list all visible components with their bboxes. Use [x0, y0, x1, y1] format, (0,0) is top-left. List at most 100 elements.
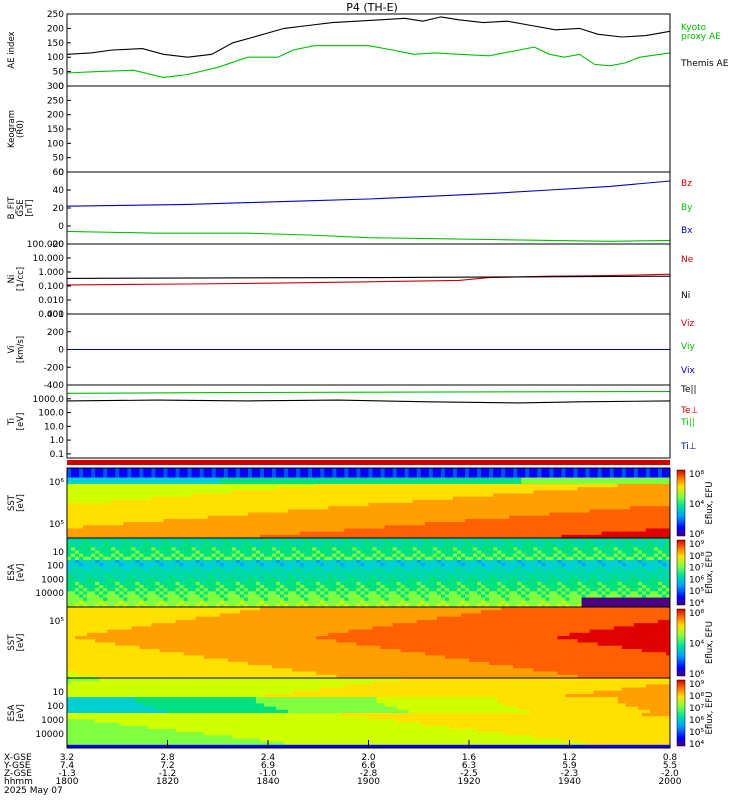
- cell-esa_i: [549, 566, 554, 570]
- cell-sst_i: [103, 487, 108, 491]
- cell-sst_i: [143, 522, 148, 526]
- cell-sst_i: [481, 474, 486, 478]
- cell-sst_i: [525, 525, 530, 529]
- cell-esa_i: [573, 550, 578, 555]
- cell-sst_i: [336, 474, 341, 478]
- cell-sst_i: [259, 493, 265, 498]
- cell-esa_i: [553, 556, 558, 561]
- cell-sst_i: [501, 493, 506, 498]
- cell-sst_i: [155, 518, 160, 523]
- cell-sst_i: [420, 528, 426, 533]
- cell-sst_i: [557, 499, 562, 504]
- cell-esa_i: [537, 538, 542, 542]
- cell-esa_i: [328, 550, 333, 555]
- cell-sst_i: [251, 490, 257, 494]
- cell-sst_i: [501, 474, 506, 478]
- cell-esa_i: [456, 566, 462, 570]
- cell-sst_i: [95, 471, 100, 475]
- cell-esa_i: [521, 563, 526, 567]
- cell-sst_i: [372, 531, 377, 536]
- cell-esa_i: [585, 553, 590, 558]
- cell-esa_i: [211, 559, 217, 564]
- cell-sst_i: [75, 480, 80, 485]
- cell-esa_i: [79, 556, 84, 561]
- cell-esa_i: [123, 569, 128, 573]
- cell-sst_i: [364, 480, 369, 485]
- cell-sst_i: [452, 515, 458, 520]
- cell-sst_i: [460, 471, 466, 475]
- cell-sst_i: [360, 468, 365, 472]
- cell-esa_i: [207, 550, 213, 555]
- cell-esa_i: [127, 541, 132, 545]
- cell-esa_i: [276, 550, 281, 555]
- cell-esa_i: [657, 566, 663, 570]
- cell-sst_i: [187, 483, 193, 488]
- cell-esa_i: [316, 547, 321, 551]
- cell-sst_i: [661, 490, 667, 494]
- cell-sst_i: [460, 518, 466, 523]
- cell-esa_i: [537, 544, 542, 548]
- cell-sst_i: [573, 490, 578, 494]
- cell-sst_i: [171, 477, 176, 482]
- cell-sst_i: [633, 480, 639, 485]
- cell-sst_i: [231, 531, 237, 536]
- cell-sst_i: [641, 490, 647, 494]
- cell-sst_i: [344, 512, 349, 517]
- cell-sst_i: [481, 493, 486, 498]
- cell-sst_i: [312, 512, 317, 517]
- cell-esa_i: [251, 544, 257, 548]
- cell-sst_i: [91, 509, 96, 513]
- cell-sst_i: [364, 512, 369, 517]
- cell-sst_i: [613, 471, 619, 475]
- cell-esa_i: [581, 559, 586, 564]
- cell-sst_i: [573, 518, 578, 523]
- cell-esa_i: [219, 538, 225, 542]
- cell-esa_i: [227, 569, 233, 573]
- cell-sst_i: [316, 512, 321, 517]
- cell-sst_i: [408, 509, 414, 513]
- cell-esa_i: [151, 541, 156, 545]
- cell-sst_i: [593, 525, 599, 529]
- cell-esa_i: [408, 566, 414, 570]
- cell-sst_i: [276, 522, 281, 526]
- cell-sst_i: [416, 506, 422, 510]
- cell-sst_i: [187, 474, 193, 478]
- cell-sst_i: [473, 522, 478, 526]
- cell-sst_i: [199, 509, 205, 513]
- cell-sst_i: [340, 518, 345, 523]
- cell-esa_i: [633, 556, 639, 561]
- cell-sst_i: [448, 522, 454, 526]
- cell-sst_i: [509, 534, 514, 539]
- cell-sst_i: [139, 493, 144, 498]
- cell-sst_i: [412, 477, 418, 482]
- cell-sst_i: [247, 477, 253, 482]
- cell-sst_i: [231, 474, 237, 478]
- cell-sst_i: [593, 499, 599, 504]
- cell-sst_i: [497, 487, 502, 491]
- cell-esa_i: [276, 547, 281, 551]
- cell-esa_i: [147, 559, 152, 564]
- cell-sst_i: [545, 503, 550, 507]
- cell-sst_i: [380, 474, 385, 478]
- cell-esa_i: [243, 569, 249, 573]
- cell-sst_i: [448, 512, 454, 517]
- cell-sst_i: [497, 512, 502, 517]
- cell-esa_i: [147, 563, 152, 567]
- cell-sst_i: [191, 506, 197, 510]
- cell-sst_i: [444, 512, 450, 517]
- cell-sst_i: [573, 534, 578, 539]
- cell-esa_i: [344, 556, 349, 561]
- cell-esa_i: [460, 563, 466, 567]
- cell-sst_i: [91, 471, 96, 475]
- cell-sst_i: [364, 525, 369, 529]
- cell-esa_i: [227, 556, 233, 561]
- cell-sst_i: [304, 534, 309, 539]
- cell-sst_i: [609, 534, 615, 539]
- cell-sst_i: [469, 490, 474, 494]
- cell-sst_i: [657, 512, 663, 517]
- cell-sst_i: [348, 503, 353, 507]
- cell-sst_i: [223, 468, 229, 472]
- cell-esa_i: [613, 538, 619, 542]
- cell-sst_i: [380, 471, 385, 475]
- cell-sst_i: [412, 531, 418, 536]
